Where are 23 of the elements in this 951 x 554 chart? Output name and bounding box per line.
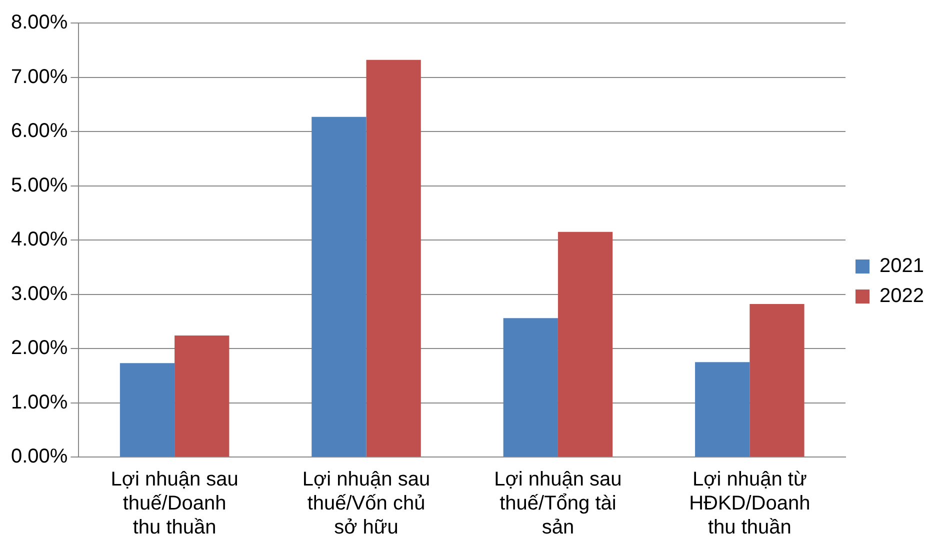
bar bbox=[503, 318, 558, 456]
bar bbox=[366, 60, 421, 456]
bar bbox=[695, 362, 750, 456]
x-tick-label: Lợi nhuận sau thuế/Tổng tài sản bbox=[494, 468, 622, 539]
x-tick-label: Lợi nhuận sau thuế/Vốn chủ sở hữu bbox=[302, 468, 430, 539]
bar bbox=[558, 232, 613, 456]
bar bbox=[750, 304, 804, 456]
bar bbox=[174, 335, 230, 456]
y-tick-label: 6.00% bbox=[10, 120, 68, 142]
legend-label: 2021 bbox=[880, 255, 924, 278]
y-tick-label: 3.00% bbox=[10, 282, 68, 305]
x-tick-label: Lợi nhuận từ HĐKD/Doanh thu thuần bbox=[689, 468, 810, 539]
y-tick-label: 2.00% bbox=[10, 337, 68, 360]
y-tick-label: 7.00% bbox=[10, 66, 68, 88]
bar bbox=[120, 363, 175, 456]
y-tick-label: 4.00% bbox=[10, 228, 68, 251]
y-tick-label: 0.00% bbox=[10, 446, 68, 468]
legend-label: 2022 bbox=[880, 285, 924, 308]
y-tick-label: 5.00% bbox=[10, 174, 68, 196]
y-tick-label: 8.00% bbox=[10, 12, 68, 34]
x-tick-label: Lợi nhuận sau thuế/Doanh thu thuần bbox=[110, 468, 238, 539]
bar bbox=[312, 116, 366, 456]
y-tick-label: 1.00% bbox=[10, 391, 68, 414]
